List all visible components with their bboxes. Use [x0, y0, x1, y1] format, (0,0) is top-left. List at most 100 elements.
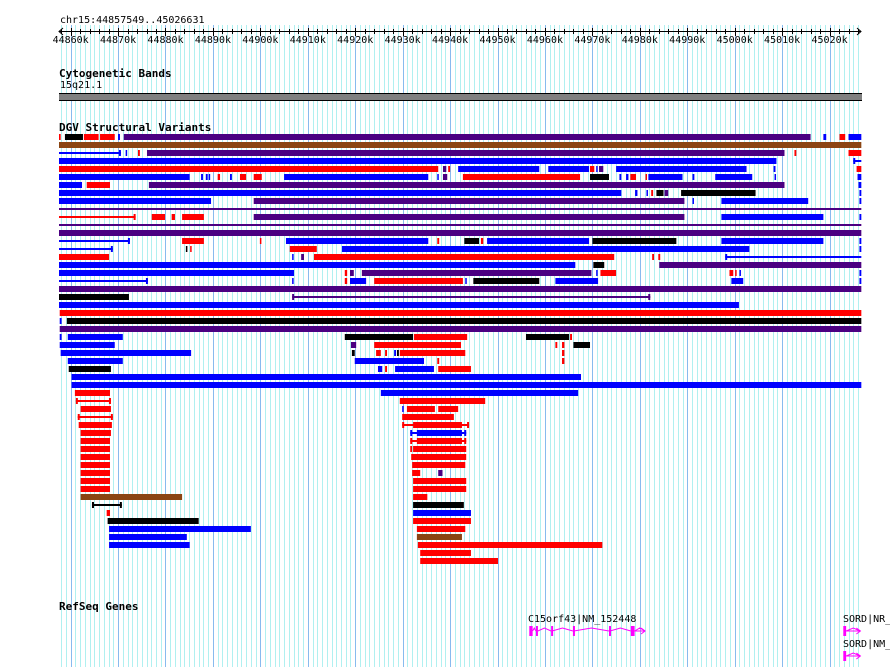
structural-variant[interactable] — [437, 238, 440, 244]
structural-variant[interactable] — [420, 550, 471, 556]
structural-variant[interactable] — [590, 174, 609, 180]
structural-variant[interactable] — [437, 358, 440, 364]
structural-variant[interactable] — [137, 150, 140, 156]
structural-variant[interactable] — [555, 278, 599, 284]
cyto-track-title[interactable]: Cytogenetic Bands — [59, 67, 172, 80]
structural-variant[interactable] — [376, 350, 381, 356]
structural-variant[interactable] — [659, 262, 862, 268]
gene-exon[interactable] — [529, 626, 533, 636]
gene-exon[interactable] — [572, 626, 575, 636]
structural-variant[interactable] — [600, 270, 617, 276]
structural-variant[interactable] — [402, 406, 404, 412]
structural-variant[interactable] — [341, 246, 750, 252]
structural-variant[interactable] — [465, 278, 467, 284]
structural-variant[interactable] — [794, 150, 797, 156]
structural-variant[interactable] — [412, 470, 421, 476]
structural-variant[interactable] — [593, 262, 605, 268]
structural-variant[interactable] — [80, 494, 183, 500]
refseq-track-title[interactable]: RefSeq Genes — [59, 600, 139, 613]
structural-variant[interactable] — [410, 446, 413, 452]
structural-variant[interactable] — [692, 174, 695, 180]
structural-variant[interactable] — [354, 358, 424, 364]
structural-variant[interactable] — [350, 342, 357, 348]
structural-variant[interactable] — [416, 438, 462, 444]
structural-variant[interactable] — [344, 270, 348, 276]
structural-variant[interactable] — [59, 342, 115, 348]
structural-variant[interactable] — [406, 406, 435, 412]
structural-variant[interactable] — [413, 446, 467, 452]
structural-variant[interactable] — [385, 366, 388, 372]
structural-variant[interactable] — [626, 174, 629, 180]
structural-variant[interactable] — [374, 342, 461, 348]
structural-variant[interactable] — [59, 294, 129, 300]
structural-variant[interactable] — [859, 246, 862, 252]
structural-variant[interactable] — [859, 198, 862, 204]
structural-variant[interactable] — [253, 198, 685, 204]
structural-variant[interactable] — [109, 534, 187, 540]
structural-variant[interactable] — [66, 318, 862, 324]
gene-label-sord-nm[interactable]: SORD|NM_ — [843, 639, 890, 650]
structural-variant[interactable] — [74, 390, 110, 396]
structural-variant[interactable] — [592, 238, 677, 244]
structural-variant[interactable] — [80, 446, 110, 452]
structural-variant[interactable] — [59, 262, 576, 268]
structural-variant[interactable] — [413, 486, 467, 492]
structural-variant[interactable] — [292, 254, 294, 260]
structural-variant[interactable] — [420, 558, 498, 564]
structural-variant[interactable] — [399, 350, 466, 356]
structural-variant[interactable] — [416, 430, 462, 436]
gene-label-c15orf43[interactable]: C15orf43|NM_152448 — [528, 614, 637, 625]
structural-variant[interactable] — [59, 302, 739, 308]
structural-variant[interactable] — [715, 174, 753, 180]
structural-variant[interactable] — [473, 278, 540, 284]
structural-variant[interactable] — [109, 526, 251, 532]
structural-variant[interactable] — [109, 542, 190, 548]
structural-variant[interactable] — [619, 174, 622, 180]
structural-variant[interactable] — [385, 350, 388, 356]
structural-variant[interactable] — [59, 326, 862, 332]
structural-variant[interactable] — [64, 134, 83, 140]
structural-variant[interactable] — [59, 198, 212, 204]
structural-variant[interactable] — [437, 174, 439, 180]
structural-variant[interactable] — [60, 350, 192, 356]
structural-variant[interactable] — [648, 174, 683, 180]
structural-variant[interactable] — [201, 174, 203, 180]
structural-variant[interactable] — [399, 398, 486, 404]
structural-variant[interactable] — [344, 334, 414, 340]
structural-variant[interactable] — [253, 214, 685, 220]
structural-variant-line[interactable] — [75, 400, 111, 402]
structural-variant[interactable] — [71, 374, 582, 380]
structural-variant[interactable] — [438, 470, 443, 476]
structural-variant[interactable] — [438, 366, 471, 372]
structural-variant-line[interactable] — [77, 416, 113, 418]
gene-exon[interactable] — [608, 626, 611, 636]
structural-variant[interactable] — [259, 238, 262, 244]
gene-exon[interactable] — [551, 626, 554, 636]
dgv-track-title[interactable]: DGV Structural Variants — [59, 121, 212, 134]
structural-variant[interactable] — [856, 166, 862, 172]
structural-variant[interactable] — [462, 174, 581, 180]
structural-variant-line[interactable] — [292, 296, 651, 298]
structural-variant[interactable] — [635, 190, 638, 196]
structural-variant[interactable] — [217, 174, 221, 180]
structural-variant[interactable] — [59, 230, 862, 236]
structural-variant[interactable] — [413, 518, 471, 524]
structural-variant[interactable] — [656, 190, 664, 196]
structural-variant[interactable] — [858, 182, 862, 188]
structural-variant[interactable] — [123, 134, 811, 140]
gene-label-sord-nr[interactable]: SORD|NR_ — [843, 614, 890, 625]
structural-variant-line[interactable] — [59, 216, 136, 218]
structural-variant-line[interactable] — [59, 152, 121, 154]
structural-variant[interactable] — [68, 366, 111, 372]
structural-variant[interactable] — [402, 414, 454, 420]
structural-variant[interactable] — [350, 270, 354, 276]
structural-variant[interactable] — [739, 270, 741, 276]
structural-variant[interactable] — [416, 534, 462, 540]
structural-variant[interactable] — [148, 182, 785, 188]
structural-variant[interactable] — [652, 254, 655, 260]
structural-variant[interactable] — [658, 254, 661, 260]
structural-variant[interactable] — [599, 166, 604, 172]
structural-variant-line[interactable] — [59, 208, 862, 210]
structural-variant[interactable] — [80, 462, 110, 468]
structural-variant[interactable] — [350, 278, 367, 284]
